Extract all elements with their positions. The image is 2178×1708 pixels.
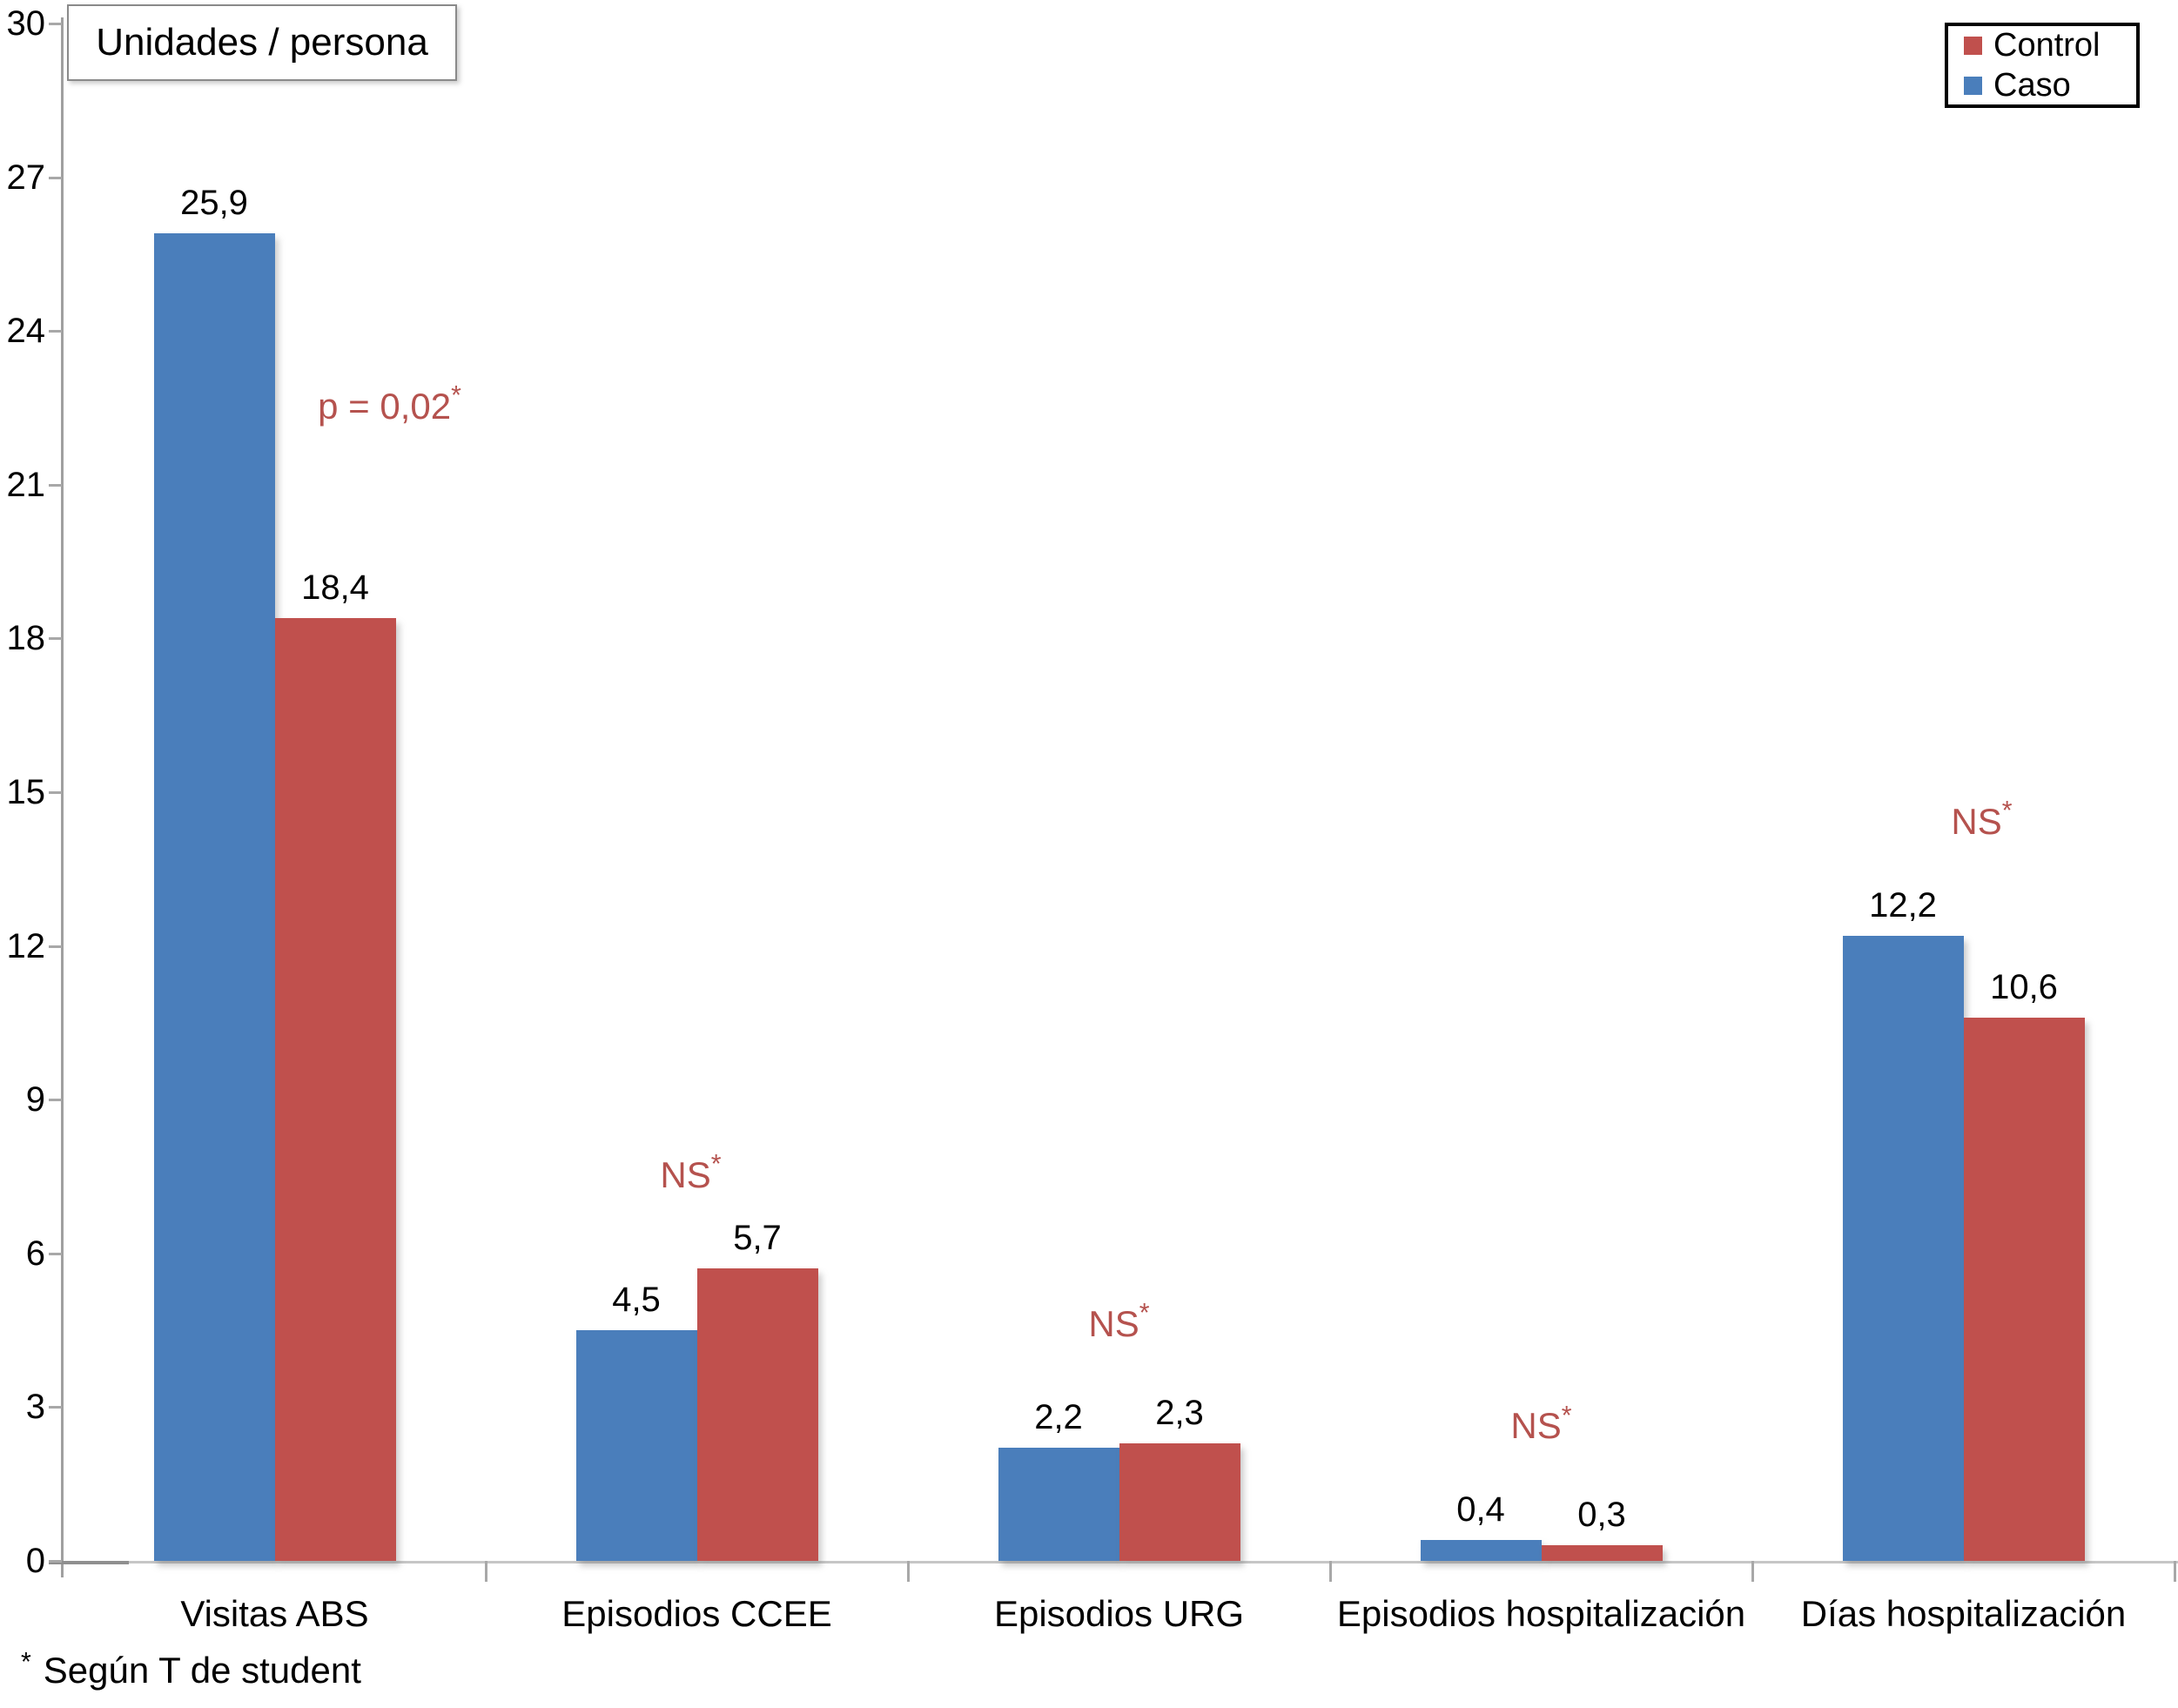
value-label: 0,3 (1577, 1496, 1626, 1535)
bar-control (1541, 1545, 1663, 1561)
annotation-asterisk: * (1561, 1401, 1572, 1430)
y-tick-label: 30 (6, 4, 46, 43)
annotation-text: NS (1510, 1405, 1562, 1447)
chart-title-box: Unidades / persona (67, 4, 457, 81)
y-tick (49, 637, 62, 641)
bar-caso (1420, 1540, 1542, 1561)
y-tick (49, 1099, 62, 1102)
bar-caso (153, 233, 275, 1561)
bar-caso (575, 1330, 697, 1561)
y-tick-label: 15 (6, 773, 46, 811)
legend-item-control: Control (1964, 28, 2136, 63)
legend-item-caso: Caso (1964, 68, 2136, 103)
y-tick-label: 27 (6, 158, 46, 197)
value-label: 10,6 (1990, 968, 2058, 1006)
x-tick (1329, 1561, 1332, 1582)
y-tick (49, 1406, 62, 1409)
annotation-asterisk: * (1139, 1299, 1150, 1328)
bar-control (696, 1268, 818, 1561)
y-tick-label: 3 (25, 1388, 45, 1427)
y-tick-label: 6 (25, 1234, 45, 1273)
category-label: Episodios CCEE (561, 1593, 832, 1634)
bar-caso (1842, 935, 1964, 1561)
y-tick-label: 24 (6, 312, 46, 351)
category-label: Visitas ABS (180, 1593, 369, 1634)
value-label: 12,2 (1869, 885, 1937, 925)
bar-control (274, 617, 396, 1561)
y-tick-label: 9 (25, 1080, 45, 1120)
chart-title: Unidades / persona (96, 21, 428, 64)
bar-caso (998, 1448, 1119, 1561)
y-tick (49, 1252, 62, 1255)
legend-label-control: Control (1993, 27, 2101, 64)
annotation-asterisk: * (710, 1150, 722, 1180)
significance-annotation: NS* (1951, 797, 2012, 845)
category-label: Episodios hospitalización (1336, 1593, 1746, 1634)
annotation-asterisk: * (2001, 797, 2013, 826)
significance-annotation: NS* (1088, 1299, 1149, 1348)
category-label: Días hospitalización (1800, 1593, 2127, 1634)
legend-label-caso: Caso (1993, 67, 2071, 104)
x-tick (1751, 1561, 1754, 1582)
y-tick (49, 1560, 62, 1563)
footnote: * Según T de student (21, 1648, 361, 1695)
x-tick (2174, 1561, 2176, 1582)
value-label: 25,9 (180, 184, 248, 223)
value-label: 4,5 (612, 1281, 661, 1320)
annotation-text: NS (660, 1153, 711, 1195)
x-axis-line (49, 1561, 2178, 1563)
y-tick-label: 18 (6, 619, 46, 658)
y-tick-label: 0 (25, 1542, 45, 1580)
significance-annotation: p = 0,02* (318, 381, 461, 430)
bar-control (1119, 1442, 1240, 1561)
legend: Control Caso (1945, 23, 2140, 108)
annotation-text: NS (1088, 1302, 1139, 1344)
footnote-asterisk: * (21, 1648, 31, 1678)
legend-swatch-control (1964, 36, 1982, 55)
y-tick (49, 945, 62, 948)
annotation-text: p = 0,02 (318, 385, 452, 427)
value-label: 0,4 (1456, 1490, 1505, 1530)
x-axis-origin-segment (49, 1561, 129, 1564)
annotation-asterisk: * (451, 381, 461, 411)
significance-annotation: NS* (660, 1150, 721, 1199)
y-tick-label: 12 (6, 926, 46, 965)
y-tick (49, 176, 62, 179)
x-tick (907, 1561, 910, 1582)
y-tick-label: 21 (6, 465, 46, 504)
y-tick (49, 791, 62, 794)
value-label: 2,2 (1034, 1398, 1083, 1437)
y-tick (49, 23, 62, 25)
bar-control (1963, 1018, 2085, 1561)
y-tick (49, 330, 62, 333)
value-label: 5,7 (733, 1219, 782, 1258)
footnote-text: Según T de student (43, 1650, 361, 1691)
value-label: 18,4 (301, 568, 369, 607)
category-label: Episodios URG (993, 1593, 1245, 1634)
value-label: 2,3 (1155, 1393, 1204, 1432)
x-tick (485, 1561, 487, 1582)
y-axis-line (61, 17, 64, 1577)
annotation-text: NS (1951, 800, 2002, 842)
y-tick (49, 483, 62, 487)
legend-swatch-caso (1964, 76, 1982, 95)
significance-annotation: NS* (1510, 1402, 1571, 1449)
